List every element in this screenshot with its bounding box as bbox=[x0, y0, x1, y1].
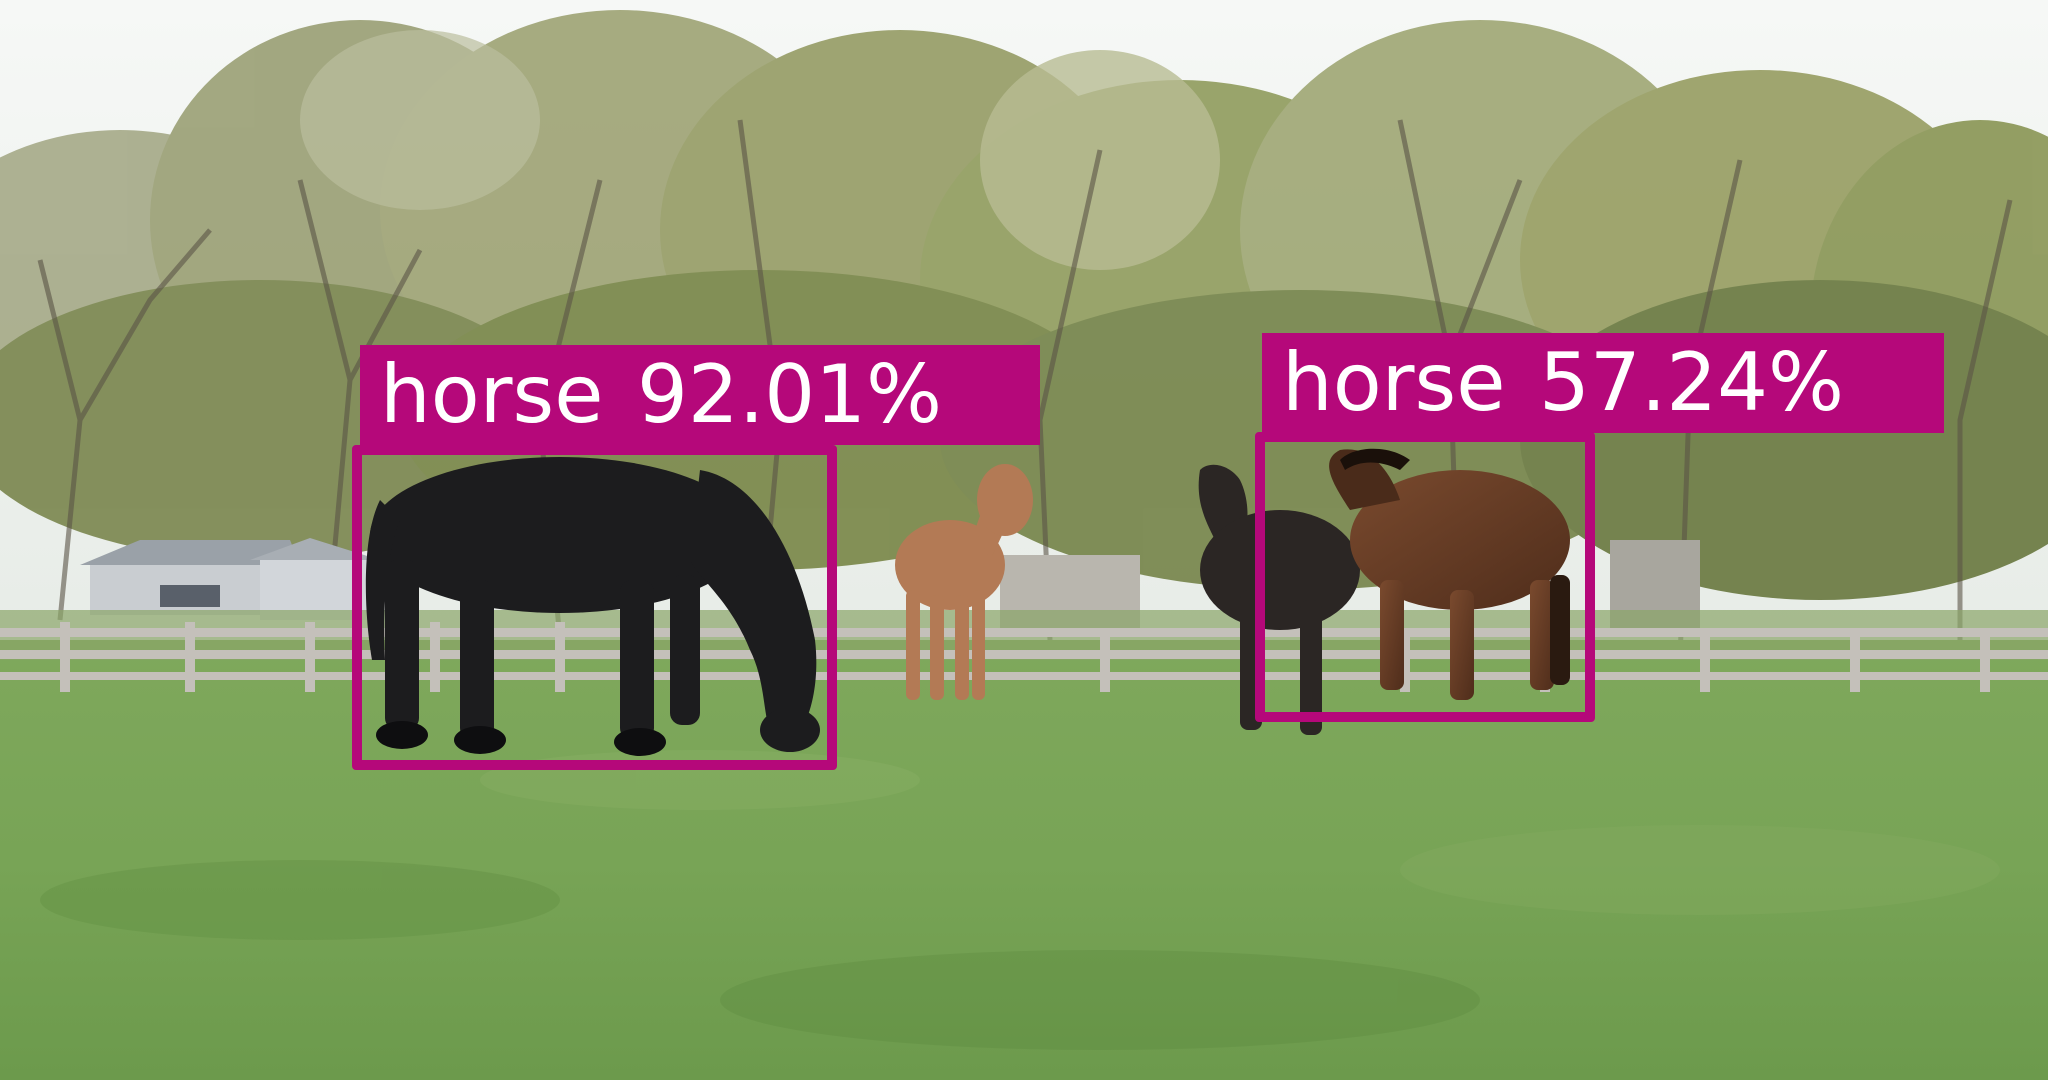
grass-patches bbox=[40, 750, 2000, 1050]
detection-label-2: horse 57.24% bbox=[1262, 333, 1944, 433]
detection-box-2 bbox=[1255, 432, 1595, 722]
chestnut-foal bbox=[895, 464, 1033, 700]
detection-box-1 bbox=[352, 445, 837, 770]
detection-score-2: 57.24% bbox=[1539, 336, 1845, 429]
bay-horse bbox=[1329, 448, 1570, 700]
detection-class-1: horse bbox=[380, 348, 604, 441]
detection-class-2: horse bbox=[1282, 336, 1506, 429]
detection-label-1: horse 92.01% bbox=[360, 345, 1040, 445]
detection-score-1: 92.01% bbox=[637, 348, 943, 441]
black-horse bbox=[365, 457, 820, 756]
grass-field bbox=[0, 640, 2048, 1080]
